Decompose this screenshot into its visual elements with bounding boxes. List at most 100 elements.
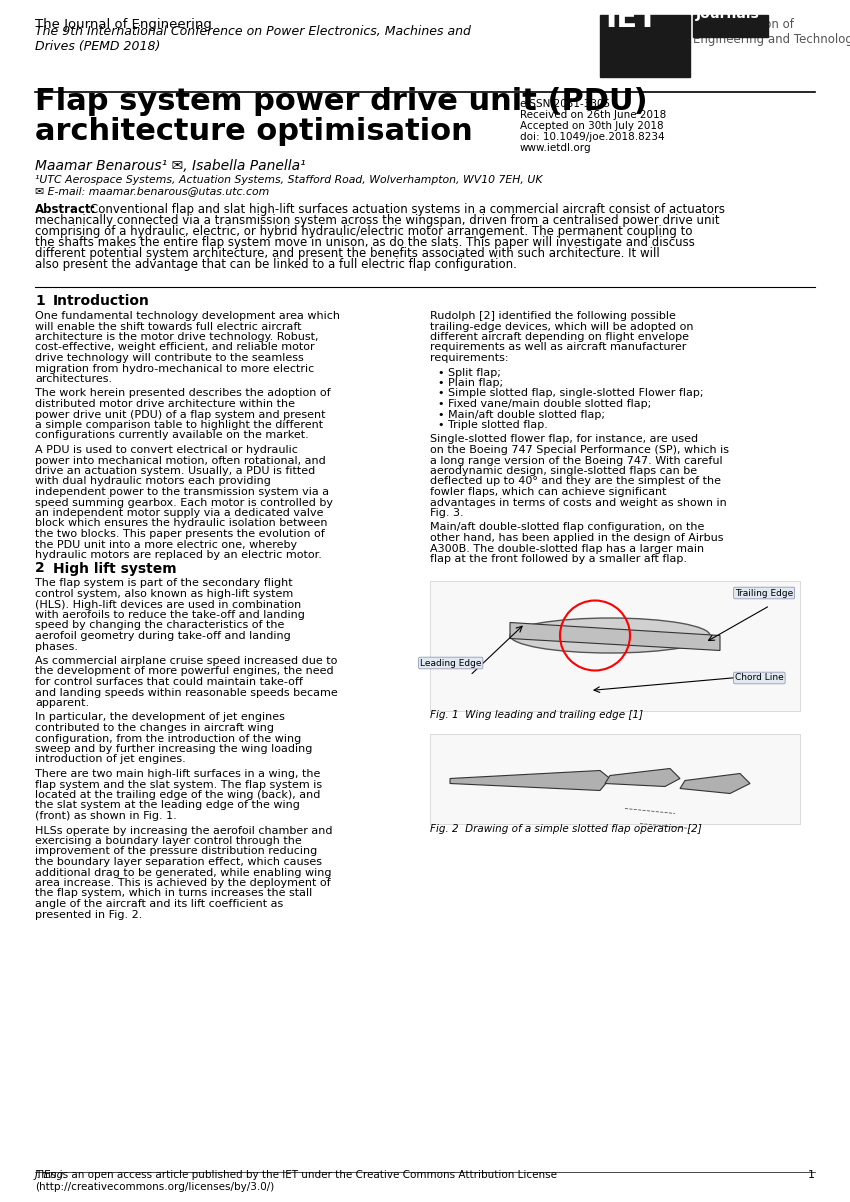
Text: located at the trailing edge of the wing (back), and: located at the trailing edge of the wing… bbox=[35, 790, 320, 801]
Text: requirements:: requirements: bbox=[430, 353, 508, 363]
Text: exercising a boundary layer control through the: exercising a boundary layer control thro… bbox=[35, 837, 302, 846]
Text: for control surfaces that could maintain take-off: for control surfaces that could maintain… bbox=[35, 677, 303, 688]
Text: This is an open access article published by the IET under the Creative Commons A: This is an open access article published… bbox=[35, 1171, 557, 1192]
Text: angle of the aircraft and its lift coefficient as: angle of the aircraft and its lift coeff… bbox=[35, 899, 283, 909]
Text: mechanically connected via a transmission system across the wingspan, driven fro: mechanically connected via a transmissio… bbox=[35, 214, 720, 227]
Text: A PDU is used to convert electrical or hydraulic: A PDU is used to convert electrical or h… bbox=[35, 445, 298, 456]
Text: (front) as shown in Fig. 1.: (front) as shown in Fig. 1. bbox=[35, 811, 177, 821]
Text: with dual hydraulic motors each providing: with dual hydraulic motors each providin… bbox=[35, 476, 271, 487]
Text: the PDU unit into a more electric one, whereby: the PDU unit into a more electric one, w… bbox=[35, 540, 298, 549]
Text: comprising of a hydraulic, electric, or hybrid hydraulic/electric motor arrangem: comprising of a hydraulic, electric, or … bbox=[35, 225, 693, 238]
Text: One fundamental technology development area which: One fundamental technology development a… bbox=[35, 311, 340, 321]
Text: the boundary layer separation effect, which causes: the boundary layer separation effect, wh… bbox=[35, 857, 322, 867]
Text: speed by changing the characteristics of the: speed by changing the characteristics of… bbox=[35, 620, 285, 631]
Text: sweep and by further increasing the wing loading: sweep and by further increasing the wing… bbox=[35, 744, 313, 754]
Text: eISSN 2051-3305: eISSN 2051-3305 bbox=[520, 99, 610, 109]
Text: configurations currently available on the market.: configurations currently available on th… bbox=[35, 430, 309, 440]
Text: • Main/aft double slotted flap;: • Main/aft double slotted flap; bbox=[438, 410, 605, 419]
Text: As commercial airplane cruise speed increased due to: As commercial airplane cruise speed incr… bbox=[35, 656, 337, 666]
Text: The 9th International Conference on Power Electronics, Machines and
Drives (PEMD: The 9th International Conference on Powe… bbox=[35, 25, 471, 53]
Text: 1: 1 bbox=[35, 294, 45, 308]
Text: Fig. 2  Drawing of a simple slotted flap operation [2]: Fig. 2 Drawing of a simple slotted flap … bbox=[430, 823, 702, 833]
Polygon shape bbox=[605, 768, 680, 786]
Text: different aircraft depending on flight envelope: different aircraft depending on flight e… bbox=[430, 332, 689, 343]
Text: Leading Edge: Leading Edge bbox=[420, 659, 481, 667]
Text: advantages in terms of costs and weight as shown in: advantages in terms of costs and weight … bbox=[430, 498, 727, 507]
Text: fowler flaps, which can achieve significant: fowler flaps, which can achieve signific… bbox=[430, 487, 666, 496]
Text: independent power to the transmission system via a: independent power to the transmission sy… bbox=[35, 487, 329, 496]
Text: Conventional flap and slat high-lift surfaces actuation systems in a commercial : Conventional flap and slat high-lift sur… bbox=[90, 203, 725, 216]
Text: • Plain flap;: • Plain flap; bbox=[438, 377, 503, 388]
Text: different potential system architecture, and present the benefits associated wit: different potential system architecture,… bbox=[35, 246, 660, 260]
Text: area increase. This is achieved by the deployment of: area increase. This is achieved by the d… bbox=[35, 877, 331, 888]
Text: Single-slotted flower flap, for instance, are used: Single-slotted flower flap, for instance… bbox=[430, 434, 698, 445]
Text: The Institution of
Engineering and Technology: The Institution of Engineering and Techn… bbox=[693, 18, 850, 46]
Text: Trailing Edge: Trailing Edge bbox=[735, 589, 793, 597]
Text: hydraulic motors are replaced by an electric motor.: hydraulic motors are replaced by an elec… bbox=[35, 551, 322, 560]
Text: flap at the front followed by a smaller aft flap.: flap at the front followed by a smaller … bbox=[430, 554, 687, 564]
Text: contributed to the changes in aircraft wing: contributed to the changes in aircraft w… bbox=[35, 722, 274, 733]
Text: on the Boeing 747 Special Performance (SP), which is: on the Boeing 747 Special Performance (S… bbox=[430, 445, 729, 456]
Text: • Triple slotted flap.: • Triple slotted flap. bbox=[438, 419, 548, 430]
Text: speed summing gearbox. Each motor is controlled by: speed summing gearbox. Each motor is con… bbox=[35, 498, 333, 507]
Text: deflected up to 40° and they are the simplest of the: deflected up to 40° and they are the sim… bbox=[430, 476, 721, 487]
Text: Fig. 1  Wing leading and trailing edge [1]: Fig. 1 Wing leading and trailing edge [1… bbox=[430, 710, 643, 720]
Text: apparent.: apparent. bbox=[35, 698, 89, 708]
Text: J. Eng.: J. Eng. bbox=[35, 1170, 67, 1180]
Text: power into mechanical motion, often rotational, and: power into mechanical motion, often rota… bbox=[35, 456, 326, 465]
Text: the development of more powerful engines, the need: the development of more powerful engines… bbox=[35, 666, 333, 677]
Text: Introduction: Introduction bbox=[53, 294, 150, 308]
Text: a simple comparison table to highlight the different: a simple comparison table to highlight t… bbox=[35, 419, 323, 430]
Text: (HLS). High-lift devices are used in combination: (HLS). High-lift devices are used in com… bbox=[35, 600, 301, 609]
Text: block which ensures the hydraulic isolation between: block which ensures the hydraulic isolat… bbox=[35, 518, 327, 529]
Text: aerofoil geometry during take-off and landing: aerofoil geometry during take-off and la… bbox=[35, 631, 291, 641]
Text: architectures.: architectures. bbox=[35, 374, 112, 383]
Text: and landing speeds within reasonable speeds became: and landing speeds within reasonable spe… bbox=[35, 688, 337, 697]
Polygon shape bbox=[450, 770, 610, 791]
Text: The work herein presented describes the adoption of: The work herein presented describes the … bbox=[35, 388, 331, 399]
Text: doi: 10.1049/joe.2018.8234: doi: 10.1049/joe.2018.8234 bbox=[520, 132, 665, 142]
Text: cost-effective, weight efficient, and reliable motor: cost-effective, weight efficient, and re… bbox=[35, 343, 315, 352]
Text: • Fixed vane/main double slotted flap;: • Fixed vane/main double slotted flap; bbox=[438, 399, 651, 409]
Text: the two blocks. This paper presents the evolution of: the two blocks. This paper presents the … bbox=[35, 529, 325, 538]
Text: also present the advantage that can be linked to a full electric flap configurat: also present the advantage that can be l… bbox=[35, 258, 517, 270]
Text: ¹UTC Aerospace Systems, Actuation Systems, Stafford Road, Wolverhampton, WV10 7E: ¹UTC Aerospace Systems, Actuation System… bbox=[35, 175, 542, 185]
Text: Received on 26th June 2018: Received on 26th June 2018 bbox=[520, 111, 666, 120]
Text: with aerofoils to reduce the take-off and landing: with aerofoils to reduce the take-off an… bbox=[35, 609, 305, 620]
Text: • Simple slotted flap, single-slotted Flower flap;: • Simple slotted flap, single-slotted Fl… bbox=[438, 388, 704, 399]
Text: drive an actuation system. Usually, a PDU is fitted: drive an actuation system. Usually, a PD… bbox=[35, 466, 315, 476]
Polygon shape bbox=[510, 623, 720, 650]
Text: Accepted on 30th July 2018: Accepted on 30th July 2018 bbox=[520, 121, 664, 131]
Text: IET: IET bbox=[605, 4, 658, 32]
Bar bbox=[430, 733, 800, 823]
Text: Rudolph [2] identified the following possible: Rudolph [2] identified the following pos… bbox=[430, 311, 676, 321]
Text: HLSs operate by increasing the aerofoil chamber and: HLSs operate by increasing the aerofoil … bbox=[35, 826, 332, 835]
Text: The flap system is part of the secondary flight: The flap system is part of the secondary… bbox=[35, 578, 292, 589]
Text: a long range version of the Boeing 747. With careful: a long range version of the Boeing 747. … bbox=[430, 456, 722, 465]
Text: A300B. The double-slotted flap has a larger main: A300B. The double-slotted flap has a lar… bbox=[430, 543, 704, 553]
Text: other hand, has been applied in the design of Airbus: other hand, has been applied in the desi… bbox=[430, 532, 723, 543]
Text: migration from hydro-mechanical to more electric: migration from hydro-mechanical to more … bbox=[35, 363, 315, 374]
Ellipse shape bbox=[510, 618, 710, 653]
Text: Main/aft double-slotted flap configuration, on the: Main/aft double-slotted flap configurati… bbox=[430, 523, 705, 532]
Text: ✉ E-mail: maamar.benarous@utas.utc.com: ✉ E-mail: maamar.benarous@utas.utc.com bbox=[35, 186, 269, 196]
Text: introduction of jet engines.: introduction of jet engines. bbox=[35, 755, 186, 764]
Text: the flap system, which in turns increases the stall: the flap system, which in turns increase… bbox=[35, 888, 312, 899]
Text: Flap system power drive unit (PDU): Flap system power drive unit (PDU) bbox=[35, 87, 648, 117]
Text: the slat system at the leading edge of the wing: the slat system at the leading edge of t… bbox=[35, 801, 300, 810]
Text: phases.: phases. bbox=[35, 642, 78, 651]
Text: Fig. 3.: Fig. 3. bbox=[430, 508, 463, 518]
Text: presented in Fig. 2.: presented in Fig. 2. bbox=[35, 910, 142, 920]
Bar bbox=[600, 14, 690, 77]
Text: configuration, from the introduction of the wing: configuration, from the introduction of … bbox=[35, 733, 301, 744]
Text: The Journal of Engineering: The Journal of Engineering bbox=[35, 18, 212, 31]
Text: additional drag to be generated, while enabling wing: additional drag to be generated, while e… bbox=[35, 868, 332, 877]
Text: aerodynamic design, single-slotted flaps can be: aerodynamic design, single-slotted flaps… bbox=[430, 466, 697, 476]
Text: power drive unit (PDU) of a flap system and present: power drive unit (PDU) of a flap system … bbox=[35, 410, 326, 419]
Text: flap system and the slat system. The flap system is: flap system and the slat system. The fla… bbox=[35, 780, 322, 790]
Text: In particular, the development of jet engines: In particular, the development of jet en… bbox=[35, 713, 285, 722]
Text: improvement of the pressure distribution reducing: improvement of the pressure distribution… bbox=[35, 846, 317, 857]
Text: drive technology will contribute to the seamless: drive technology will contribute to the … bbox=[35, 353, 303, 363]
Text: Maamar Benarous¹ ✉, Isabella Panella¹: Maamar Benarous¹ ✉, Isabella Panella¹ bbox=[35, 159, 306, 173]
Text: High lift system: High lift system bbox=[53, 561, 177, 576]
